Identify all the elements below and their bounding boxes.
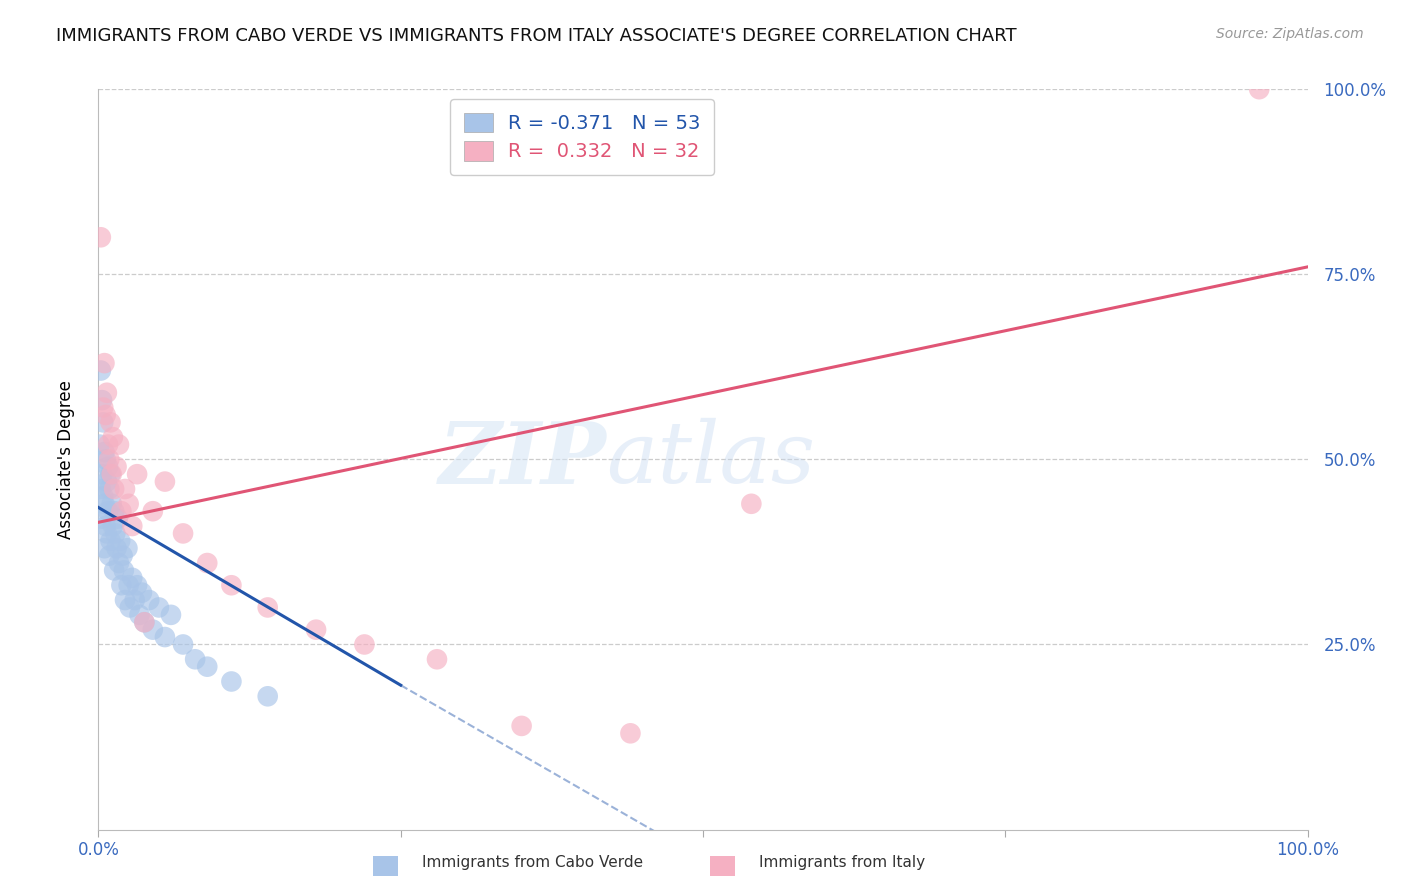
Point [104, 526, 127, 541]
Point [740, 497, 762, 511]
Point [184, 652, 207, 666]
Legend: R = -0.371   N = 53, R =  0.332   N = 32: R = -0.371 N = 53, R = 0.332 N = 32 [450, 99, 714, 175]
Point [94, 452, 117, 467]
Point [96, 475, 118, 489]
Point [93, 541, 115, 556]
Point [111, 549, 134, 563]
Text: Immigrants from Italy: Immigrants from Italy [759, 855, 925, 870]
Y-axis label: Associate's Degree: Associate's Degree [56, 380, 75, 539]
Point [256, 600, 278, 615]
Point [510, 719, 533, 733]
Point [101, 519, 124, 533]
Point [93, 497, 115, 511]
Point [195, 659, 218, 673]
Point [98, 482, 121, 496]
Point [172, 637, 194, 651]
Point [127, 467, 149, 482]
Text: atlas: atlas [606, 418, 815, 500]
Point [131, 585, 153, 599]
Point [100, 415, 122, 429]
Point [91, 489, 114, 503]
Point [134, 615, 156, 630]
Point [108, 556, 131, 570]
Text: Source: ZipAtlas.com: Source: ZipAtlas.com [1216, 27, 1364, 41]
Point [142, 504, 165, 518]
Point [426, 652, 449, 666]
Point [148, 600, 170, 615]
Point [100, 467, 122, 482]
Point [94, 519, 117, 533]
Point [90, 363, 112, 377]
Point [110, 578, 132, 592]
Point [121, 519, 143, 533]
Point [100, 467, 122, 482]
Text: IMMIGRANTS FROM CABO VERDE VS IMMIGRANTS FROM ITALY ASSOCIATE'S DEGREE CORRELATI: IMMIGRANTS FROM CABO VERDE VS IMMIGRANTS… [56, 27, 1017, 45]
Text: ZIP: ZIP [439, 417, 606, 501]
Point [128, 607, 150, 622]
Point [221, 578, 243, 592]
Point [121, 571, 143, 585]
Point [103, 504, 125, 518]
Point [124, 593, 146, 607]
Point [100, 533, 122, 548]
Point [172, 526, 194, 541]
Point [96, 385, 118, 400]
Point [103, 564, 125, 578]
Point [97, 504, 120, 518]
Point [97, 437, 120, 451]
Point [127, 578, 149, 592]
Point [100, 497, 122, 511]
Point [221, 674, 243, 689]
Point [305, 623, 328, 637]
Point [142, 623, 165, 637]
Point [90, 230, 112, 244]
Point [114, 482, 136, 496]
Point [108, 533, 131, 548]
Point [153, 475, 176, 489]
Point [118, 600, 141, 615]
Point [90, 482, 112, 496]
Point [118, 578, 141, 592]
Text: Immigrants from Cabo Verde: Immigrants from Cabo Verde [422, 855, 643, 870]
Point [91, 393, 114, 408]
Point [114, 593, 136, 607]
Point [97, 459, 120, 474]
Point [160, 607, 183, 622]
Point [118, 497, 141, 511]
Point [91, 467, 114, 482]
Point [105, 541, 128, 556]
Point [93, 356, 115, 370]
Point [256, 690, 278, 704]
Point [98, 549, 121, 563]
Point [108, 437, 131, 451]
Point [110, 504, 132, 518]
Point [93, 445, 115, 459]
Point [195, 556, 218, 570]
Point [105, 459, 128, 474]
Point [103, 482, 125, 496]
Point [153, 630, 176, 644]
Point [101, 430, 124, 444]
Point [134, 615, 156, 630]
Point [96, 526, 118, 541]
Point [107, 511, 129, 525]
Point [89, 437, 111, 451]
Point [619, 726, 641, 740]
Point [98, 452, 121, 467]
Point [353, 637, 375, 651]
Point [112, 564, 135, 578]
Point [94, 408, 117, 422]
Point [91, 401, 114, 415]
Point [1249, 82, 1271, 96]
Point [117, 541, 139, 556]
Point [91, 415, 114, 429]
Point [138, 593, 160, 607]
Point [91, 511, 114, 525]
